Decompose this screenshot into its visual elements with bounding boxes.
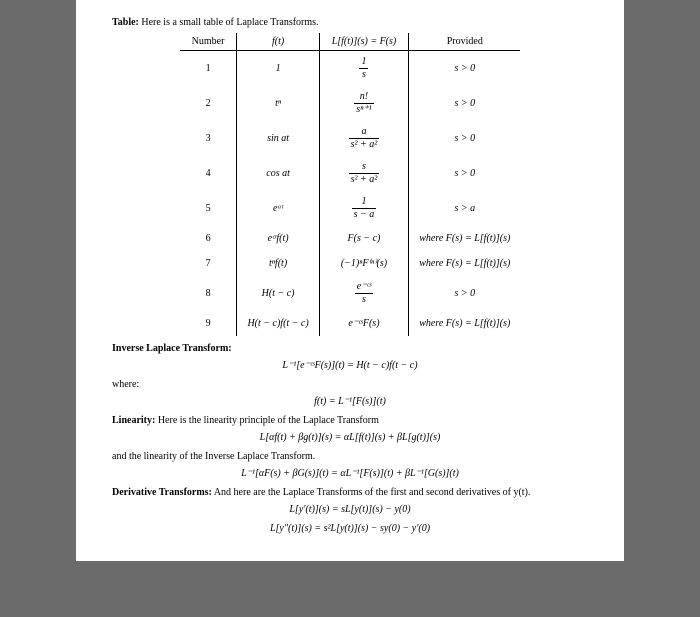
derivative-heading: Derivative Transforms: And here are the …	[112, 486, 588, 499]
col-ft: f(t)	[237, 33, 319, 51]
document-page: Table: Here is a small table of Laplace …	[76, 0, 624, 561]
cell-ft: sin at	[237, 121, 319, 156]
cell-number: 7	[180, 251, 237, 276]
eq-linearity-2: L⁻¹[αF(s) + βG(s)](t) = αL⁻¹[F(s)](t) + …	[112, 467, 588, 480]
col-Fs: L[f(t)](s) = F(s)	[319, 33, 409, 51]
table-row: 6eᶜᵗf(t)F(s − c)where F(s) = L[f(t)](s)	[180, 226, 521, 251]
cell-provided: s > 0	[409, 156, 521, 191]
linearity-heading-text: Linearity:	[112, 415, 155, 426]
cell-Fs: e⁻ᶜˢF(s)	[319, 311, 409, 336]
eq-where: f(t) = L⁻¹[F(s)](t)	[112, 395, 588, 408]
cell-Fs: F(s − c)	[319, 226, 409, 251]
table-row: 3sin atas² + a²s > 0	[180, 121, 521, 156]
table-header-row: Number f(t) L[f(t)](s) = F(s) Provided	[180, 33, 521, 51]
cell-Fs: e⁻ᶜˢs	[319, 276, 409, 311]
table-row: 111ss > 0	[180, 51, 521, 87]
cell-provided: s > a	[409, 191, 521, 226]
cell-Fs: 1s − a	[319, 191, 409, 226]
table-label: Table:	[112, 17, 139, 28]
cell-provided: s > 0	[409, 121, 521, 156]
cell-number: 8	[180, 276, 237, 311]
cell-ft: cos at	[237, 156, 319, 191]
cell-number: 9	[180, 311, 237, 336]
cell-Fs: as² + a²	[319, 121, 409, 156]
linearity-caption: Here is the linearity principle of the L…	[155, 415, 379, 426]
derivative-heading-text: Derivative Transforms:	[112, 487, 212, 498]
linearity-heading: Linearity: Here is the linearity princip…	[112, 414, 588, 427]
cell-provided: s > 0	[409, 51, 521, 87]
linearity-inverse-text: and the linearity of the Inverse Laplace…	[112, 450, 588, 463]
table-row: 9H(t − c)f(t − c)e⁻ᶜˢF(s)where F(s) = L[…	[180, 311, 521, 336]
cell-ft: H(t − c)f(t − c)	[237, 311, 319, 336]
laplace-table: Number f(t) L[f(t)](s) = F(s) Provided 1…	[180, 33, 521, 336]
cell-number: 2	[180, 86, 237, 121]
cell-Fs: ss² + a²	[319, 156, 409, 191]
cell-number: 5	[180, 191, 237, 226]
eq-linearity-1: L[αf(t) + βg(t)](s) = αL[f(t)](s) + βL[g…	[112, 431, 588, 444]
col-number: Number	[180, 33, 237, 51]
derivative-caption: And here are the Laplace Transforms of t…	[212, 487, 531, 498]
table-row: 8H(t − c)e⁻ᶜˢss > 0	[180, 276, 521, 311]
eq-inverse: L⁻¹[e⁻ᶜˢF(s)](t) = H(t − c)f(t − c)	[112, 359, 588, 372]
eq-derivative-2: L[y″(t)](s) = s²L[y(t)](s) − sy(0) − y′(…	[112, 522, 588, 535]
table-row: 5eᵃᵗ1s − as > a	[180, 191, 521, 226]
table-row: 7tⁿf(t)(−1)ⁿF⁽ⁿ⁾(s)where F(s) = L[f(t)](…	[180, 251, 521, 276]
cell-ft: 1	[237, 51, 319, 87]
inverse-heading: Inverse Laplace Transform:	[112, 342, 588, 355]
cell-number: 1	[180, 51, 237, 87]
cell-ft: eᵃᵗ	[237, 191, 319, 226]
inverse-heading-text: Inverse Laplace Transform:	[112, 343, 232, 354]
cell-Fs: n!sⁿ⁺¹	[319, 86, 409, 121]
cell-number: 6	[180, 226, 237, 251]
where-label: where:	[112, 378, 588, 391]
cell-number: 4	[180, 156, 237, 191]
cell-ft: eᶜᵗf(t)	[237, 226, 319, 251]
table-row: 2tⁿn!sⁿ⁺¹s > 0	[180, 86, 521, 121]
cell-provided: where F(s) = L[f(t)](s)	[409, 311, 521, 336]
cell-provided: where F(s) = L[f(t)](s)	[409, 226, 521, 251]
cell-provided: s > 0	[409, 276, 521, 311]
cell-number: 3	[180, 121, 237, 156]
table-caption: Table: Here is a small table of Laplace …	[112, 16, 588, 29]
cell-Fs: (−1)ⁿF⁽ⁿ⁾(s)	[319, 251, 409, 276]
cell-ft: H(t − c)	[237, 276, 319, 311]
cell-provided: s > 0	[409, 86, 521, 121]
eq-derivative-1: L[y′(t)](s) = sL[y(t)](s) − y(0)	[112, 503, 588, 516]
cell-ft: tⁿf(t)	[237, 251, 319, 276]
cell-ft: tⁿ	[237, 86, 319, 121]
table-caption-text: Here is a small table of Laplace Transfo…	[139, 17, 319, 28]
cell-provided: where F(s) = L[f(t)](s)	[409, 251, 521, 276]
cell-Fs: 1s	[319, 51, 409, 87]
table-row: 4cos atss² + a²s > 0	[180, 156, 521, 191]
col-provided: Provided	[409, 33, 521, 51]
